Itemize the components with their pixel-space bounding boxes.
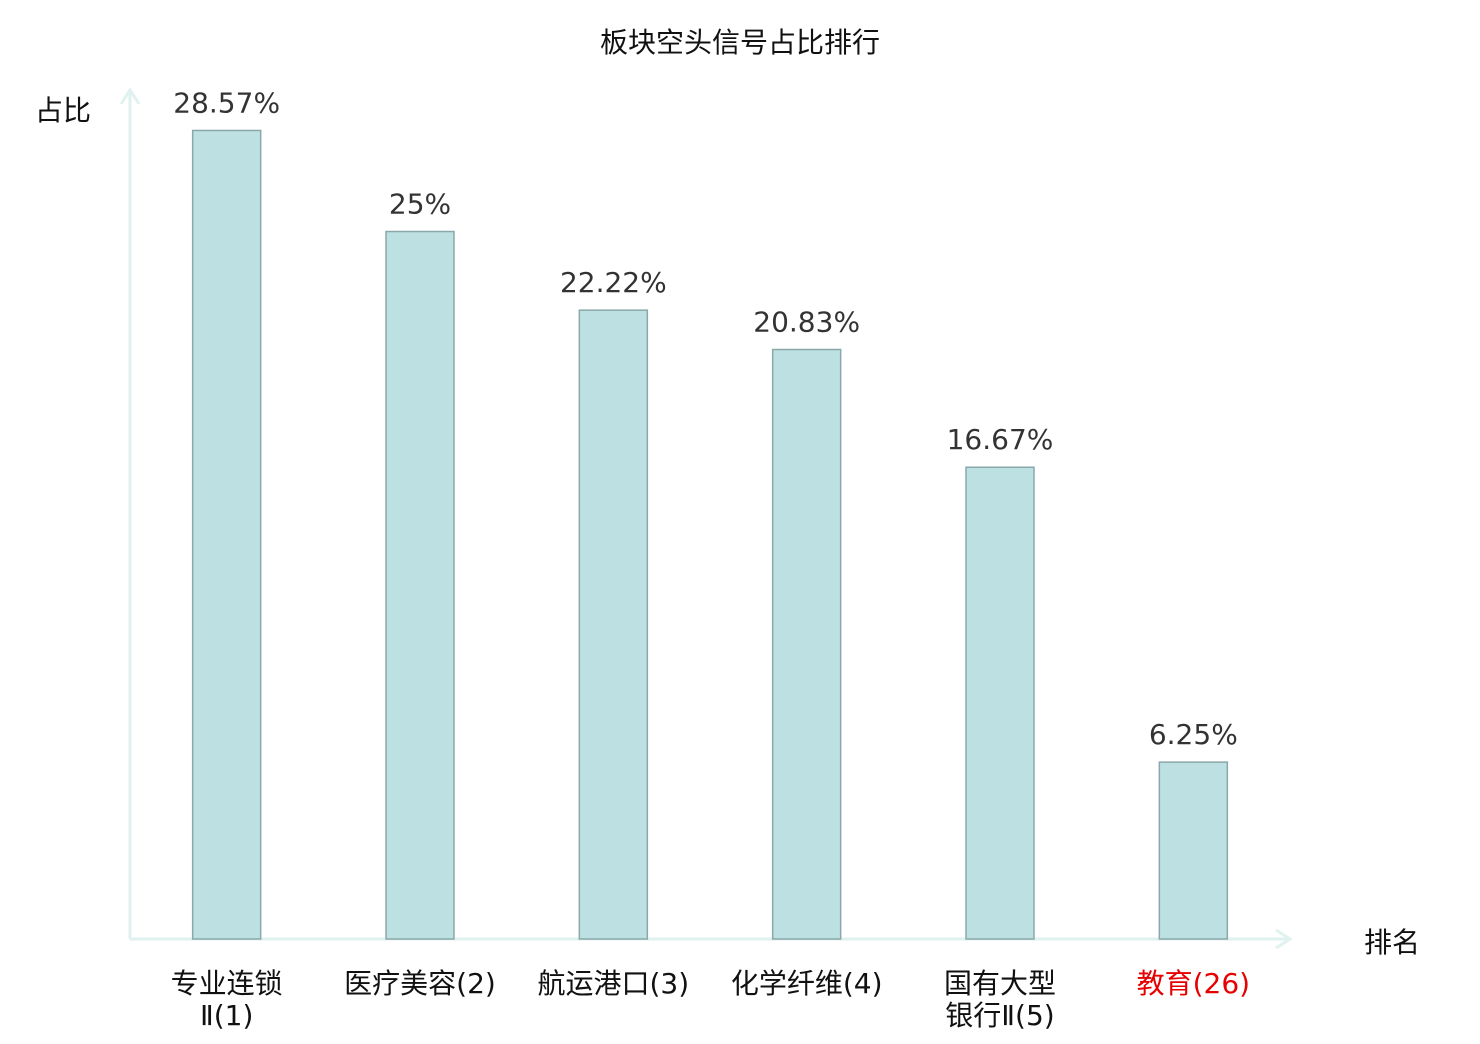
x-tick-label: 国有大型 <box>944 967 1056 1000</box>
chart-title: 板块空头信号占比排行 <box>600 26 880 59</box>
data-label: 20.83% <box>753 306 860 339</box>
y-axis-label: 占比 <box>35 94 91 127</box>
x-tick-label: 专业连锁 <box>171 967 283 1000</box>
y-axis-arrow-icon <box>119 87 141 105</box>
x-tick-label: 航运港口(3) <box>537 967 689 1000</box>
x-tick-label: 化学纤维(4) <box>731 967 883 1000</box>
x-tick-label: 医疗美容(2) <box>344 967 496 1000</box>
x-tick-label: 银行Ⅱ(5) <box>945 999 1054 1032</box>
data-label: 6.25% <box>1149 718 1238 751</box>
bar <box>1158 761 1229 940</box>
data-label: 25% <box>389 188 451 221</box>
bar <box>191 129 262 940</box>
bar <box>965 466 1035 940</box>
x-axis-label: 排名 <box>1364 926 1420 959</box>
x-tick-label: Ⅱ(1) <box>200 999 253 1032</box>
data-label: 22.22% <box>560 266 667 299</box>
data-label: 28.57% <box>173 86 280 119</box>
x-axis-arrow-icon <box>1275 928 1293 950</box>
bar <box>771 348 842 940</box>
x-tick-label: 教育(26) <box>1137 967 1250 1000</box>
bar <box>578 309 649 940</box>
data-label: 16.67% <box>947 423 1054 456</box>
bar <box>385 230 455 940</box>
